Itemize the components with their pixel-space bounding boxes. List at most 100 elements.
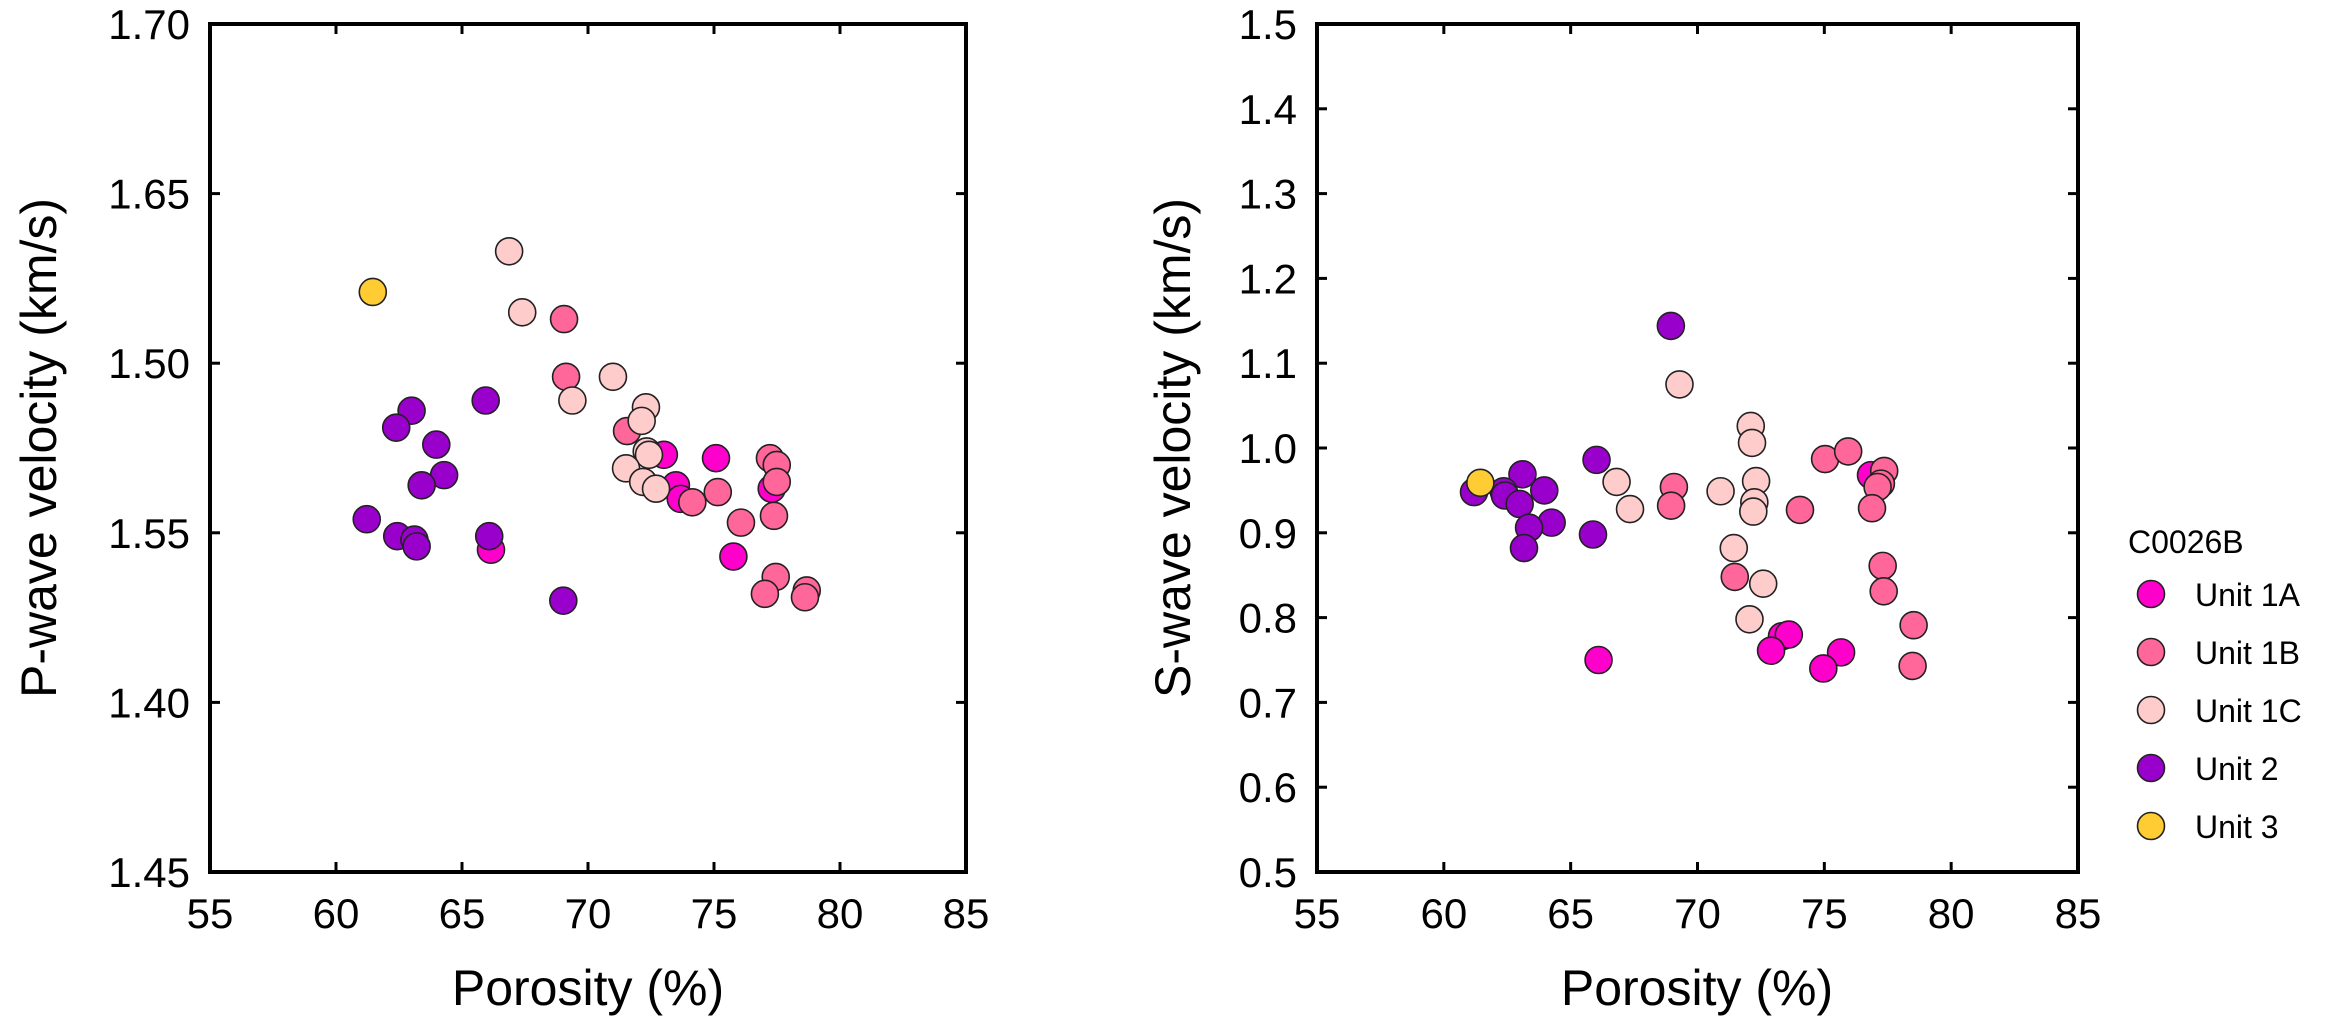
- p-wave-point-unit-2: [549, 586, 578, 615]
- legend-label-unit-1c: Unit 1C: [2195, 693, 2302, 729]
- s-wave-x-tick-labels: 55 60 65 70 75 80 85: [1294, 890, 2102, 937]
- p-wave-point-unit-1b: [551, 362, 581, 392]
- s-wave-x-tick-label: 55: [1294, 890, 1341, 937]
- s-wave-point-unit-1c: [1706, 476, 1735, 506]
- p-wave-point-unit-1c: [558, 386, 587, 415]
- legend-marker-unit-2: [2136, 753, 2166, 783]
- s-wave-point-unit-2: [1509, 533, 1539, 563]
- s-wave-point-unit-2: [1578, 520, 1608, 549]
- s-wave-point-unit-1b: [1720, 562, 1750, 592]
- s-wave-point-unit-1c: [1737, 428, 1767, 458]
- legend-label-unit-1b: Unit 1B: [2195, 635, 2300, 671]
- p-wave-x-tick-label: 80: [817, 890, 864, 937]
- s-wave-y-axis-title: S-wave velocity (km/s): [1145, 198, 1201, 698]
- legend-marker-unit-1a: [2136, 579, 2166, 609]
- p-wave-y-tick-label: 1.55: [108, 510, 190, 557]
- p-wave-y-tick-label: 1.45: [108, 849, 190, 896]
- s-wave-y-tick-label: 1.4: [1239, 86, 1297, 133]
- s-wave-point-unit-1b: [1833, 437, 1863, 466]
- s-wave-y-tick-label: 0.7: [1239, 679, 1297, 726]
- s-wave-x-tick-label: 75: [1801, 890, 1848, 937]
- legend-label-unit-3: Unit 3: [2195, 809, 2279, 845]
- p-wave-x-axis-title: Porosity (%): [452, 960, 724, 1016]
- s-wave-point-unit-2: [1529, 476, 1559, 505]
- s-wave-y-tick-label: 1.0: [1239, 425, 1297, 472]
- p-wave-y-tick-label: 1.65: [108, 171, 190, 218]
- p-wave-y-axis-title: P-wave velocity (km/s): [11, 198, 67, 698]
- s-wave-point-unit-1b: [1899, 610, 1928, 640]
- p-wave-point-unit-1c: [641, 474, 671, 504]
- p-wave-point-unit-1b: [762, 467, 792, 497]
- s-wave-x-tick-label: 80: [1928, 890, 1975, 937]
- s-wave-y-tick-label: 1.2: [1239, 255, 1297, 302]
- p-wave-ticks: [210, 24, 966, 872]
- p-wave-point-unit-1a: [719, 542, 748, 571]
- s-wave-points: [1459, 311, 1928, 683]
- legend-title: C0026B: [2128, 524, 2244, 560]
- legend-label-unit-2: Unit 2: [2195, 751, 2279, 787]
- s-wave-y-tick-labels: 0.5 0.6 0.7 0.8 0.9 1.0 1.1 1.2 1.3 1.4 1.5: [1239, 1, 1297, 896]
- s-wave-y-tick-label: 1.3: [1239, 171, 1297, 218]
- p-wave-x-tick-label: 75: [691, 890, 738, 937]
- s-wave-y-tick-label: 0.8: [1239, 595, 1297, 642]
- p-wave-point-unit-1b: [726, 508, 756, 537]
- p-wave-x-tick-label: 55: [187, 890, 234, 937]
- s-wave-y-tick-label: 1.1: [1239, 340, 1297, 387]
- s-wave-point-unit-1b: [1869, 577, 1898, 606]
- s-wave-point-unit-1c: [1735, 604, 1764, 634]
- p-wave-x-tick-label: 70: [565, 890, 612, 937]
- p-wave-plot-frame: [208, 22, 968, 874]
- s-wave-point-unit-1c: [1602, 467, 1631, 497]
- p-wave-point-unit-2: [381, 413, 411, 442]
- p-wave-point-unit-2: [352, 504, 382, 534]
- s-wave-point-unit-1c: [1615, 494, 1645, 524]
- s-wave-point-unit-2: [1582, 445, 1611, 475]
- p-wave-point-unit-1c: [627, 406, 656, 436]
- s-wave-point-unit-1b: [1656, 491, 1686, 520]
- s-wave-panel: 55 60 65 70 75 80 85 0.5 0.6 0.7 0.8 0.9 1.0 1.1 1.2 1…: [1145, 1, 2101, 1016]
- s-wave-ticks: [1317, 24, 2078, 872]
- p-wave-point-unit-2: [474, 521, 504, 551]
- p-wave-y-tick-label: 1.40: [108, 679, 190, 726]
- s-wave-point-unit-1a: [1809, 654, 1838, 683]
- p-wave-point-unit-2: [471, 386, 500, 415]
- s-wave-point-unit-1b: [1868, 551, 1897, 581]
- s-wave-point-unit-1c: [1748, 569, 1778, 598]
- p-wave-x-tick-label: 60: [313, 890, 360, 937]
- s-wave-plot-frame: [1315, 22, 2080, 874]
- legend-items: Unit 1A Unit 1B Unit 1C Unit 2 Unit 3: [2136, 577, 2302, 845]
- p-wave-point-unit-1c: [634, 440, 664, 470]
- s-wave-point-unit-1b: [1785, 495, 1815, 525]
- p-wave-panel: 55 60 65 70 75 80 85 1.701.651.501.551.401.45 …: [11, 1, 989, 1016]
- legend-marker-unit-3: [2136, 811, 2166, 841]
- p-wave-x-tick-label: 85: [943, 890, 990, 937]
- s-wave-point-unit-1a: [1756, 636, 1786, 665]
- s-wave-x-tick-label: 65: [1547, 890, 1594, 937]
- s-wave-y-tick-label: 1.5: [1239, 1, 1297, 48]
- s-wave-x-tick-label: 60: [1420, 890, 1467, 937]
- p-wave-point-unit-1c: [494, 236, 524, 266]
- p-wave-point-unit-1a: [701, 443, 731, 473]
- s-wave-y-tick-label: 0.6: [1239, 764, 1297, 811]
- s-wave-point-unit-1a: [1584, 645, 1613, 675]
- legend-label-unit-1a: Unit 1A: [2195, 577, 2301, 613]
- p-wave-point-unit-3: [358, 277, 388, 307]
- p-wave-y-tick-label: 1.50: [108, 340, 190, 387]
- s-wave-point-unit-1c: [1719, 533, 1749, 563]
- p-wave-y-tick-label: 1.70: [108, 1, 190, 48]
- legend: C0026B Unit 1A Unit 1B Unit 1C Unit 2 Unit 3: [2128, 524, 2302, 845]
- p-wave-point-unit-1b: [750, 579, 780, 609]
- s-wave-x-tick-label: 70: [1674, 890, 1721, 937]
- p-wave-point-unit-1c: [507, 298, 537, 327]
- p-wave-point-unit-2: [402, 532, 431, 561]
- p-wave-point-unit-1b: [678, 487, 707, 517]
- p-wave-point-unit-1b: [549, 304, 579, 334]
- p-wave-point-unit-2: [407, 471, 436, 500]
- p-wave-point-unit-1b: [790, 582, 820, 612]
- s-wave-x-axis-title: Porosity (%): [1561, 960, 1833, 1016]
- s-wave-point-unit-3: [1466, 468, 1495, 498]
- p-wave-point-unit-1b: [759, 501, 789, 531]
- s-wave-point-unit-1a: [1774, 620, 1804, 649]
- s-wave-point-unit-1c: [1665, 370, 1694, 399]
